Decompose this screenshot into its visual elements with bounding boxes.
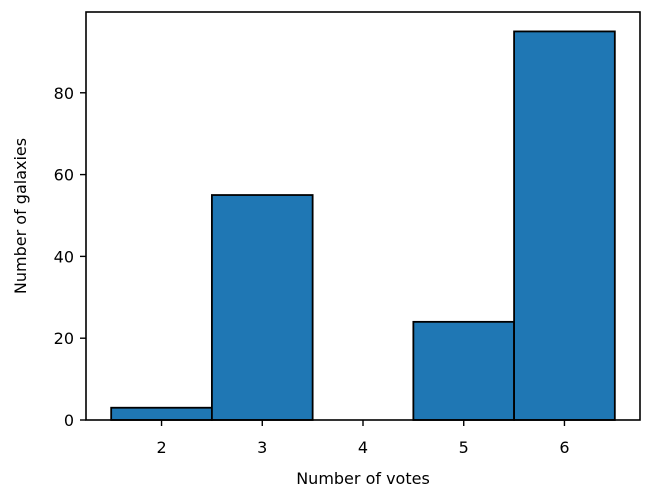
bar-3 (211, 194, 314, 421)
x-axis-label: Number of votes (296, 469, 430, 486)
x-tick-label: 4 (358, 438, 368, 457)
y-axis-label: Number of galaxies (11, 138, 30, 294)
bars-group (110, 30, 616, 421)
x-tick-label: 5 (459, 438, 469, 457)
bar-2 (110, 406, 213, 421)
bar-5 (412, 320, 515, 421)
y-ticks: 0 20 40 60 80 (54, 84, 86, 430)
x-tick-label: 6 (559, 438, 569, 457)
x-tick-label: 2 (156, 438, 166, 457)
y-tick-label: 80 (54, 84, 74, 103)
bar-6 (513, 30, 616, 421)
plot-frame (85, 11, 641, 421)
x-tick-label: 3 (257, 438, 267, 457)
y-tick-label: 0 (64, 411, 74, 430)
y-tick-label: 40 (54, 247, 74, 266)
y-tick-label: 60 (54, 166, 74, 185)
y-tick-label: 20 (54, 329, 74, 348)
x-ticks: 2 3 4 5 6 (156, 420, 570, 457)
